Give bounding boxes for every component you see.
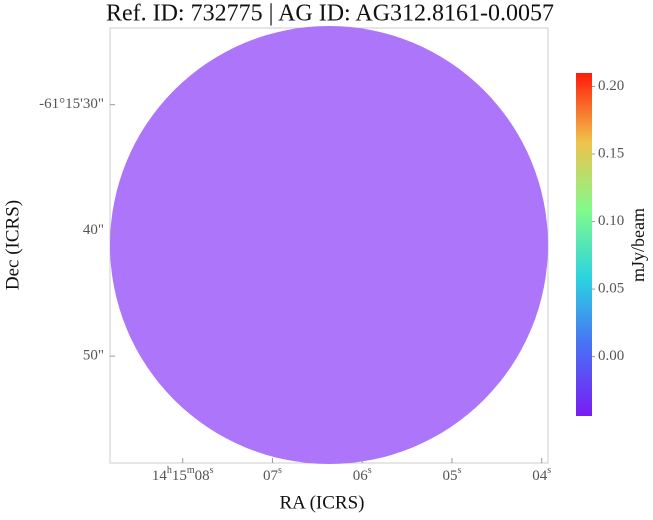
x-tick-label: 14h15m08s xyxy=(152,465,214,484)
x-tick-label: 05s xyxy=(443,465,462,484)
colorbar xyxy=(576,73,592,416)
chart-title: Ref. ID: 732775 | AG ID: AG312.8161-0.00… xyxy=(106,1,554,27)
colorbar-tick-label: 0.15 xyxy=(598,145,624,161)
colorbar-tick-label: 0.20 xyxy=(598,78,624,94)
colorbar-tick-label: 0.10 xyxy=(598,213,624,229)
y-tick-label: -61°15'30" xyxy=(39,96,104,112)
image-map xyxy=(110,26,548,464)
y-axis-label: Dec (ICRS) xyxy=(2,200,23,290)
colorbar-tick-label: 0.05 xyxy=(598,281,624,297)
y-tick-label: 40" xyxy=(83,222,104,238)
x-tick-label: 06s xyxy=(353,465,372,484)
colorbar-tick-label: 0.00 xyxy=(598,348,624,364)
noise-map xyxy=(110,26,548,464)
x-axis-label: RA (ICRS) xyxy=(280,492,365,513)
x-tick-label: 07s xyxy=(263,465,282,484)
x-tick-label: 04s xyxy=(532,465,551,484)
y-tick-label: 50" xyxy=(83,348,104,364)
colorbar-label: mJy/beam xyxy=(628,208,648,282)
